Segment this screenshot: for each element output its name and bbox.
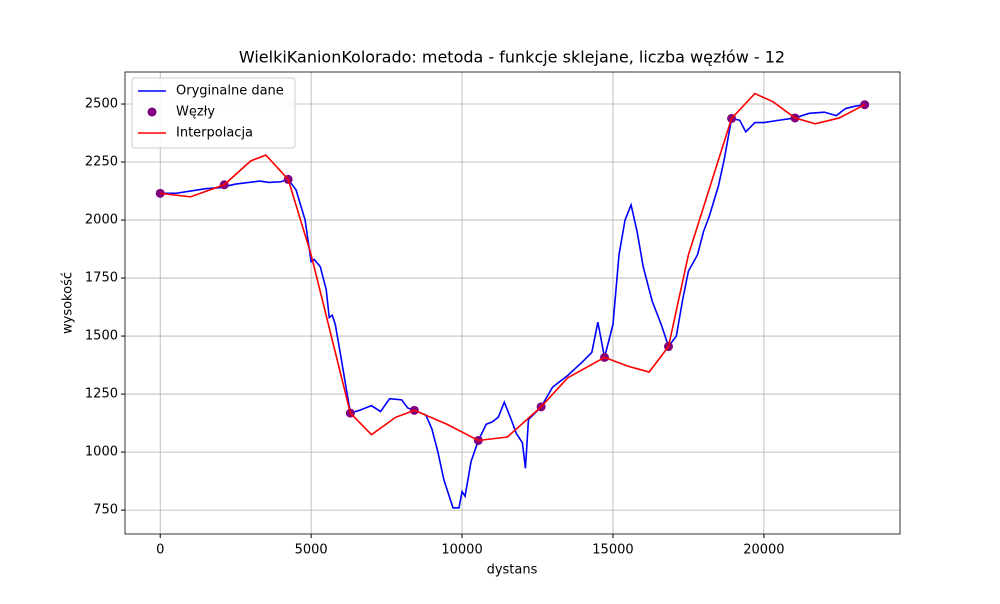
legend-marker	[147, 107, 157, 117]
y-tick-label: 2000	[85, 213, 118, 228]
y-axis-label: wysokość	[61, 272, 76, 334]
data-line	[160, 92, 866, 442]
legend-box	[131, 77, 296, 149]
chart-title: WielkiKanionKolorado: metoda - funkcje s…	[239, 48, 785, 67]
y-tick-label: 1250	[85, 387, 118, 402]
x-axis-label: dystans	[487, 563, 538, 578]
x-tick-label: 0	[156, 543, 164, 558]
y-tick-label: 2250	[85, 155, 118, 170]
legend-label: Węzły	[176, 105, 215, 120]
y-tick-label: 2500	[85, 97, 118, 112]
plot-frame	[124, 71, 901, 535]
x-tick-label: 5000	[295, 543, 328, 558]
y-tick-label: 750	[93, 503, 118, 518]
legend-label: Oryginalne dane	[176, 84, 284, 99]
y-tick-label: 1500	[85, 329, 118, 344]
y-tick-label: 1750	[85, 271, 118, 286]
x-tick-label: 15000	[592, 543, 633, 558]
y-tick-label: 1000	[85, 445, 118, 460]
x-tick-label: 20000	[743, 543, 784, 558]
x-tick-label: 10000	[441, 543, 482, 558]
data-line	[160, 103, 865, 509]
legend-label: Interpolacja	[176, 126, 253, 141]
